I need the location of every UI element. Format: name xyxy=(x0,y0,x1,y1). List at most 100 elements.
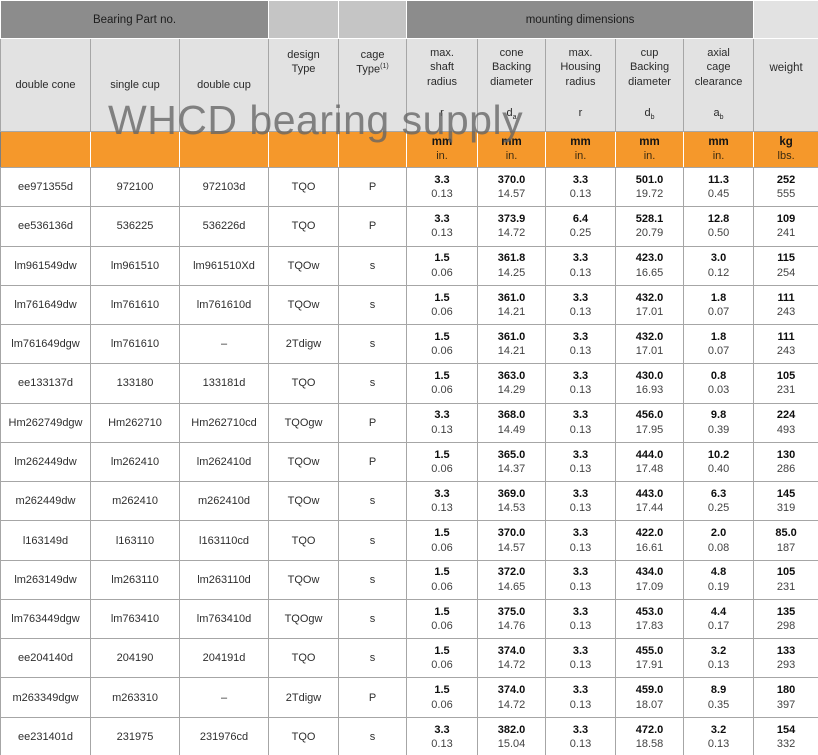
design-type-cell: TQOw xyxy=(268,245,340,286)
housing-radius-cell: 3.3 0.13 xyxy=(545,677,617,718)
double-cup-cell: 204191d xyxy=(178,638,270,679)
double-cone-cell: ee536136d xyxy=(0,206,91,247)
cup-backing-diameter-symbol: db xyxy=(644,106,655,121)
single-cup-cell: lm262410 xyxy=(90,441,180,483)
shaft-radius-cell: 3.3 0.13 xyxy=(406,206,479,247)
units-row: mm in. mm in. mm in. mm in. mm in. kg lbs. xyxy=(0,131,818,168)
cup-backing-cell: 423.0 16.65 xyxy=(615,245,685,286)
design-type-cell: 2Tdigw xyxy=(268,677,340,718)
weight-cell: 145 319 xyxy=(753,481,818,522)
header-columns-row: double cone single cup double cup design… xyxy=(0,38,818,132)
weight-cell: 85.0 187 xyxy=(753,520,818,561)
weight-cell: 105 231 xyxy=(753,559,818,600)
weight-header-spacer xyxy=(753,0,818,39)
units-design-type-cell xyxy=(268,131,340,168)
single-cup-cell: 133180 xyxy=(90,363,180,404)
single-cup-cell: 972100 xyxy=(90,166,180,208)
housing-radius-cell: 3.3 0.13 xyxy=(545,441,617,483)
double-cone-cell: Hm262749dgw xyxy=(0,402,91,443)
double-cone-column-header: double cone xyxy=(0,38,91,132)
single-cup-cell: lm761610 xyxy=(90,324,180,365)
single-cup-cell: 231975 xyxy=(90,716,180,755)
table-row: ee133137d 133180 133181d TQO s 1.5 0.06 3… xyxy=(0,363,818,404)
housing-radius-cell: 3.3 0.13 xyxy=(545,245,617,286)
axial-cage-clearance-column-header: axial cage clearance ab xyxy=(683,38,755,132)
cup-backing-cell: 434.0 17.09 xyxy=(615,559,685,600)
table-header: Bearing Part no. mounting dimensions dou… xyxy=(0,0,818,168)
housing-radius-cell: 3.3 0.13 xyxy=(545,481,617,522)
double-cup-cell: – xyxy=(178,677,270,718)
axial-clearance-cell: 3.2 0.13 xyxy=(683,716,755,755)
units-shaft-radius-cell: mm in. xyxy=(406,131,479,168)
double-cup-cell: 231976cd xyxy=(178,716,270,755)
shaft-radius-cell: 3.3 0.13 xyxy=(406,481,479,522)
cage-type-cell: s xyxy=(338,363,408,404)
weight-cell: 133 293 xyxy=(753,638,818,679)
axial-cage-clearance-symbol: ab xyxy=(713,106,724,121)
header-group-row: Bearing Part no. mounting dimensions xyxy=(0,0,818,39)
table-row: lm262449dw lm262410 lm262410d TQOw P 1.5… xyxy=(0,441,818,483)
weight-column-header: weight xyxy=(753,38,818,132)
design-type-column-header: design Type xyxy=(268,38,340,132)
cone-backing-cell: 370.0 14.57 xyxy=(477,520,547,561)
single-cup-cell: lm763410 xyxy=(90,598,180,640)
housing-radius-cell: 3.3 0.13 xyxy=(545,716,617,755)
cone-backing-cell: 372.0 14.65 xyxy=(477,559,547,600)
design-type-cell: TQO xyxy=(268,166,340,208)
units-cone-backing-cell: mm in. xyxy=(477,131,547,168)
double-cone-cell: ee971355d xyxy=(0,166,91,208)
cup-backing-diameter-column-header: cup Backing diameter db xyxy=(615,38,685,132)
shaft-radius-cell: 3.3 0.13 xyxy=(406,402,479,443)
weight-cell: 154 332 xyxy=(753,716,818,755)
cone-backing-cell: 382.0 15.04 xyxy=(477,716,547,755)
axial-clearance-cell: 6.3 0.25 xyxy=(683,481,755,522)
housing-radius-cell: 3.3 0.13 xyxy=(545,559,617,600)
shaft-radius-symbol: r xyxy=(440,106,444,119)
design-type-cell: TQO xyxy=(268,716,340,755)
axial-clearance-cell: 3.0 0.12 xyxy=(683,245,755,286)
single-cup-column-header: single cup xyxy=(90,38,180,132)
weight-cell: 111 243 xyxy=(753,284,818,326)
units-double-cup-cell xyxy=(178,131,270,168)
double-cup-cell: lm761610d xyxy=(178,284,270,326)
design-type-cell: TQOw xyxy=(268,284,340,326)
cup-backing-cell: 456.0 17.95 xyxy=(615,402,685,443)
double-cup-cell: 133181d xyxy=(178,363,270,404)
axial-clearance-cell: 2.0 0.08 xyxy=(683,520,755,561)
double-cup-cell: 972103d xyxy=(178,166,270,208)
weight-cell: 252 555 xyxy=(753,166,818,208)
double-cup-cell: Hm262710cd xyxy=(178,402,270,443)
double-cup-cell: lm961510Xd xyxy=(178,245,270,286)
design-type-cell: TQOgw xyxy=(268,402,340,443)
single-cup-cell: lm263110 xyxy=(90,559,180,600)
cone-backing-cell: 363.0 14.29 xyxy=(477,363,547,404)
housing-radius-cell: 3.3 0.13 xyxy=(545,284,617,326)
double-cone-cell: lm961549dw xyxy=(0,245,91,286)
double-cup-cell: 536226d xyxy=(178,206,270,247)
design-type-cell: TQO xyxy=(268,206,340,247)
housing-radius-cell: 3.3 0.13 xyxy=(545,598,617,640)
table-row: l163149d l163110 l163110cd TQO s 1.5 0.06… xyxy=(0,520,818,561)
weight-cell: 111 243 xyxy=(753,324,818,365)
weight-cell: 135 298 xyxy=(753,598,818,640)
cone-backing-cell: 368.0 14.49 xyxy=(477,402,547,443)
units-cup-backing-cell: mm in. xyxy=(615,131,685,168)
cage-type-cell: s xyxy=(338,284,408,326)
double-cone-cell: ee133137d xyxy=(0,363,91,404)
design-type-cell: TQOw xyxy=(268,559,340,600)
units-cage-type-cell xyxy=(338,131,408,168)
single-cup-cell: l163110 xyxy=(90,520,180,561)
shaft-radius-cell: 1.5 0.06 xyxy=(406,363,479,404)
weight-cell: 105 231 xyxy=(753,363,818,404)
cage-type-cell: P xyxy=(338,402,408,443)
design-type-cell: TQOgw xyxy=(268,598,340,640)
axial-clearance-cell: 12.8 0.50 xyxy=(683,206,755,247)
cone-backing-cell: 373.9 14.72 xyxy=(477,206,547,247)
cup-backing-cell: 459.0 18.07 xyxy=(615,677,685,718)
cup-backing-cell: 455.0 17.91 xyxy=(615,638,685,679)
cage-type-footnote-marker: (1) xyxy=(380,63,389,71)
units-single-cup-cell xyxy=(90,131,180,168)
cone-backing-cell: 374.0 14.72 xyxy=(477,638,547,679)
cage-type-column-header: cage Type(1) xyxy=(338,38,408,132)
